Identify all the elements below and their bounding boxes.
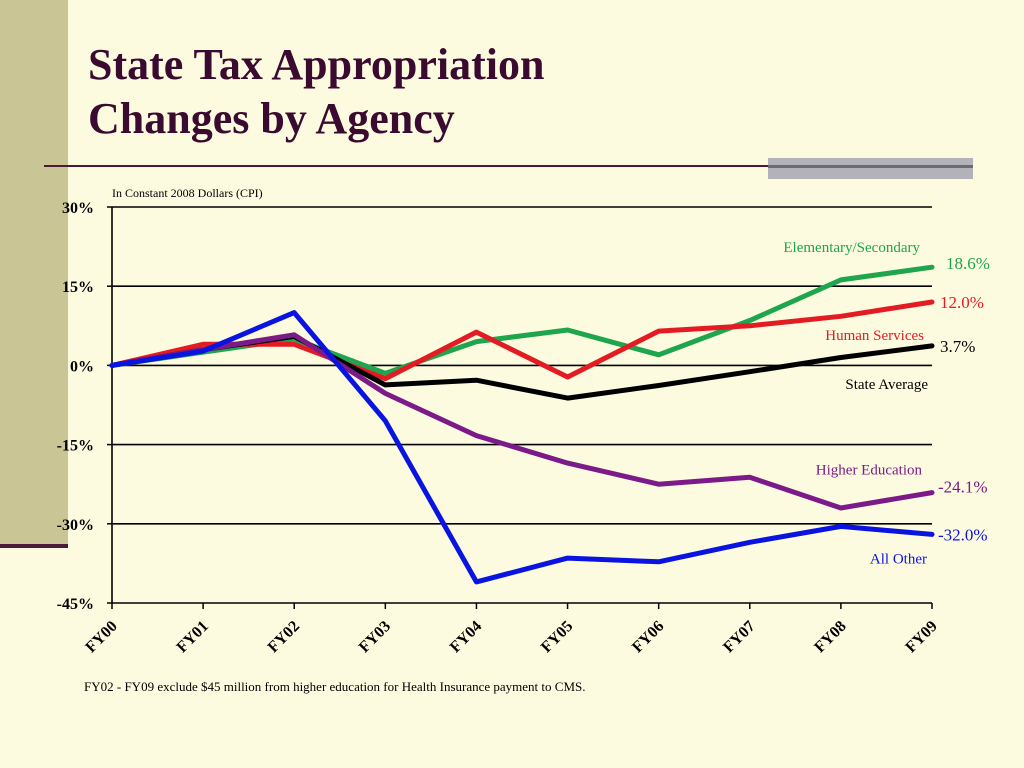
x-tick-label: FY04 [447, 618, 485, 656]
y-tick-label: 0% [70, 358, 94, 375]
decorative-left-band [0, 0, 68, 545]
footnote: FY02 - FY09 exclude $45 million from hig… [84, 679, 586, 694]
x-tick-label: FY08 [811, 618, 849, 656]
chart-subtitle: In Constant 2008 Dollars (CPI) [112, 186, 263, 200]
y-tick-label: 15% [62, 279, 94, 296]
x-tick-label: FY09 [902, 618, 940, 656]
y-tick-label: -45% [57, 596, 94, 613]
series-end-value-higher-education: -24.1% [938, 478, 988, 497]
x-tick-label: FY02 [265, 618, 303, 656]
x-tick-label: FY00 [82, 618, 120, 656]
slide-title-line2: Changes by Agency [88, 94, 455, 143]
series-end-value-elementary-secondary: 18.6% [946, 254, 990, 273]
series-name-label-elementary-secondary: Elementary/Secondary [783, 240, 920, 256]
divider-accent-block [768, 158, 973, 179]
series-end-value-human-services: 12.0% [940, 293, 984, 312]
y-tick-label: -15% [57, 438, 94, 455]
decorative-left-accent [0, 544, 68, 548]
y-tick-label: -30% [57, 517, 94, 534]
series-line-higher-education [109, 332, 935, 511]
title-divider [44, 165, 972, 167]
x-tick-label: FY05 [538, 618, 576, 656]
x-tick-label: FY01 [174, 618, 212, 656]
series-line-all-other [109, 310, 935, 585]
x-tick-label: FY06 [629, 618, 667, 656]
series-name-label-state-average: State Average [845, 377, 928, 393]
series-name-label-human-services: Human Services [825, 328, 924, 344]
series-name-label-higher-education: Higher Education [816, 463, 923, 479]
series-end-value-state-average: 3.7% [940, 337, 975, 356]
y-tick-label: 30% [62, 200, 94, 217]
divider-accent-line [768, 165, 973, 168]
series-name-label-all-other: All Other [870, 551, 927, 567]
series-end-value-all-other: -32.0% [938, 525, 988, 544]
x-tick-label: FY07 [720, 618, 758, 656]
x-tick-label: FY03 [356, 618, 394, 656]
slide-title: State Tax Appropriation Changes by Agenc… [88, 38, 544, 146]
slide-title-line1: State Tax Appropriation [88, 40, 545, 89]
